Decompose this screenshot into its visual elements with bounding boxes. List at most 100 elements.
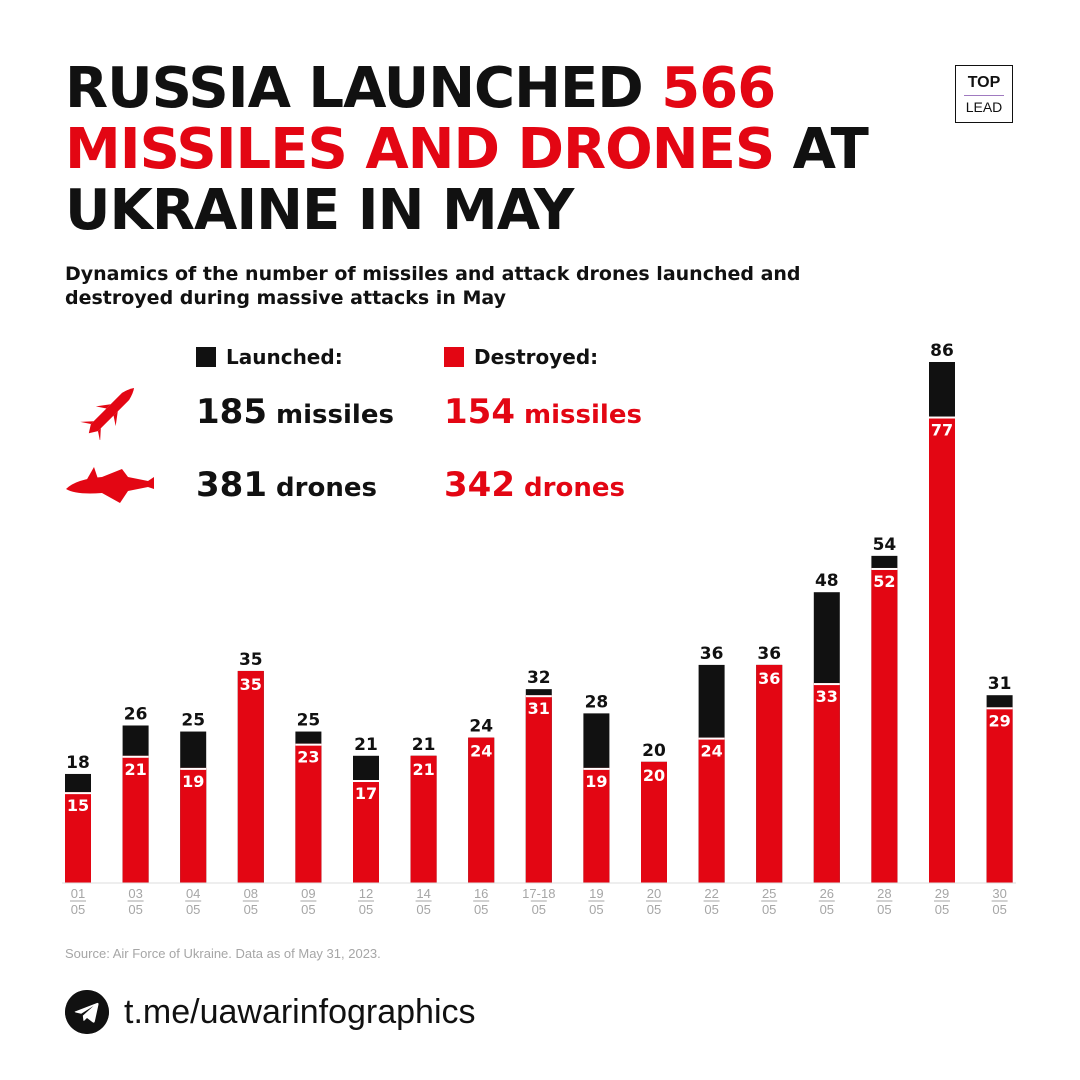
top-lead-logo: TOP LEAD bbox=[955, 65, 1013, 123]
x-tick-month: 05 bbox=[820, 902, 834, 917]
destroyed-drones-count: 342 bbox=[444, 465, 515, 505]
x-tick-month: 05 bbox=[359, 902, 373, 917]
label-destroyed: 20 bbox=[643, 766, 665, 785]
bar-divider bbox=[525, 695, 552, 698]
label-destroyed: 36 bbox=[758, 669, 780, 688]
x-tick-month: 05 bbox=[992, 902, 1006, 917]
label-launched: 28 bbox=[585, 692, 609, 712]
label-destroyed: 24 bbox=[470, 742, 492, 761]
label-destroyed: 17 bbox=[355, 784, 377, 803]
bar-destroyed bbox=[65, 792, 91, 883]
x-tick-month: 05 bbox=[935, 902, 949, 917]
destroyed-missiles-stat: 154 missiles bbox=[444, 395, 642, 432]
bar-destroyed bbox=[756, 664, 783, 883]
label-launched: 24 bbox=[469, 717, 493, 737]
drone-icon bbox=[66, 467, 154, 503]
launched-drones-stat: 381 drones bbox=[196, 468, 377, 505]
label-launched: 18 bbox=[66, 753, 90, 773]
label-destroyed: 21 bbox=[124, 760, 146, 779]
x-tick-day: 01 bbox=[71, 886, 85, 901]
missile-icon bbox=[80, 387, 135, 440]
bar-destroyed bbox=[180, 767, 207, 883]
x-tick-month: 05 bbox=[416, 902, 430, 917]
bar-divider bbox=[353, 780, 379, 783]
x-tick-month: 05 bbox=[532, 902, 546, 917]
label-launched: 35 bbox=[239, 650, 263, 670]
x-tick-month: 05 bbox=[186, 902, 200, 917]
label-launched: 36 bbox=[757, 644, 781, 664]
label-destroyed: 21 bbox=[412, 760, 434, 779]
bar-divider bbox=[180, 767, 207, 770]
label-launched: 25 bbox=[297, 711, 321, 731]
launched-drones-count: 381 bbox=[196, 465, 267, 505]
logo-bottom-text: LEAD bbox=[965, 98, 1003, 115]
bar-destroyed bbox=[698, 737, 725, 883]
label-destroyed: 15 bbox=[67, 796, 89, 815]
bar-divider bbox=[65, 792, 91, 795]
label-destroyed: 77 bbox=[931, 421, 953, 440]
bar-divider bbox=[583, 767, 610, 770]
x-tick-day: 20 bbox=[647, 886, 661, 901]
label-launched: 25 bbox=[181, 711, 205, 731]
bar-destroyed bbox=[871, 567, 898, 883]
label-launched: 54 bbox=[873, 535, 897, 555]
x-tick-day: 16 bbox=[474, 886, 488, 901]
title-part-2: AT UKRAINE IN MAY bbox=[65, 117, 869, 243]
bar-destroyed bbox=[353, 780, 379, 883]
x-tick-month: 05 bbox=[244, 902, 258, 917]
label-destroyed: 29 bbox=[988, 711, 1010, 730]
label-destroyed: 52 bbox=[873, 572, 895, 591]
destroyed-missiles-unit: missiles bbox=[524, 400, 642, 430]
bar-destroyed bbox=[813, 683, 840, 883]
telegram-icon[interactable] bbox=[65, 990, 109, 1034]
x-tick-month: 05 bbox=[589, 902, 603, 917]
label-launched: 48 bbox=[815, 571, 839, 591]
bar-destroyed bbox=[410, 755, 437, 883]
x-tick-month: 05 bbox=[647, 902, 661, 917]
launched-missiles-count: 185 bbox=[196, 392, 267, 432]
x-tick-day: 12 bbox=[359, 886, 373, 901]
bar-divider bbox=[871, 567, 898, 570]
label-launched: 20 bbox=[642, 741, 666, 761]
label-launched: 86 bbox=[930, 341, 954, 361]
x-tick-month: 05 bbox=[71, 902, 85, 917]
x-tick-day: 03 bbox=[128, 886, 142, 901]
x-tick-day: 28 bbox=[877, 886, 891, 901]
legend-destroyed-swatch bbox=[444, 347, 464, 367]
x-tick-day: 17-18 bbox=[522, 886, 555, 901]
launched-missiles-stat: 185 missiles bbox=[196, 395, 394, 432]
bar-divider bbox=[813, 683, 840, 686]
x-tick-month: 05 bbox=[877, 902, 891, 917]
x-tick-day: 25 bbox=[762, 886, 776, 901]
label-destroyed: 19 bbox=[182, 772, 204, 791]
x-tick-day: 04 bbox=[186, 886, 200, 901]
label-destroyed: 33 bbox=[816, 687, 838, 706]
legend-launched-label: Launched: bbox=[226, 345, 343, 369]
subtitle: Dynamics of the number of missiles and a… bbox=[65, 263, 801, 309]
bar-destroyed bbox=[237, 670, 264, 883]
source-note: Source: Air Force of Ukraine. Data as of… bbox=[65, 946, 381, 961]
label-launched: 36 bbox=[700, 644, 724, 664]
title-highlight: 566 MISSILES AND DRONES bbox=[65, 56, 776, 182]
x-tick-day: 29 bbox=[935, 886, 949, 901]
label-launched: 31 bbox=[988, 674, 1012, 694]
label-launched: 21 bbox=[412, 735, 436, 755]
x-tick-day: 30 bbox=[992, 886, 1006, 901]
legend-launched: Launched: bbox=[196, 345, 343, 369]
bar-divider bbox=[986, 707, 1013, 710]
launched-missiles-unit: missiles bbox=[276, 400, 394, 430]
bar-divider bbox=[698, 737, 725, 740]
x-tick-day: 19 bbox=[589, 886, 603, 901]
legend-launched-swatch bbox=[196, 347, 216, 367]
label-destroyed: 23 bbox=[297, 748, 319, 767]
bar-destroyed bbox=[468, 737, 495, 883]
page-title: RUSSIA LAUNCHED 566 MISSILES AND DRONES … bbox=[65, 58, 885, 241]
telegram-link[interactable]: t.me/uawarinfographics bbox=[124, 993, 476, 1031]
legend-destroyed-label: Destroyed: bbox=[474, 345, 599, 369]
logo-divider bbox=[964, 94, 1004, 96]
x-tick-month: 05 bbox=[704, 902, 718, 917]
x-tick-month: 05 bbox=[762, 902, 776, 917]
x-tick-month: 05 bbox=[301, 902, 315, 917]
bar-destroyed bbox=[525, 695, 552, 883]
title-part-1: RUSSIA LAUNCHED bbox=[65, 56, 662, 121]
